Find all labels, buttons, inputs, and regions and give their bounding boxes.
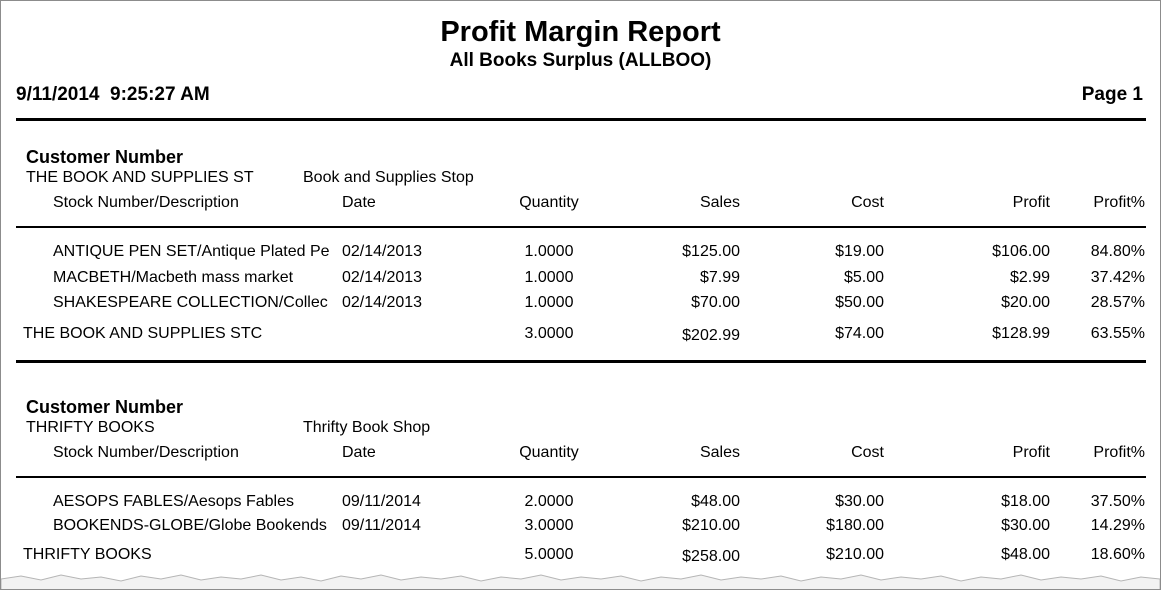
cell-description: MACBETH/Macbeth mass market bbox=[53, 268, 294, 286]
column-header: Sales bbox=[699, 194, 740, 211]
column-header: Cost bbox=[851, 444, 884, 461]
total-sales: $202.99 bbox=[682, 326, 740, 344]
total-sales: $258.00 bbox=[682, 548, 740, 565]
total-label: THE BOOK AND SUPPLIES STC bbox=[23, 324, 263, 342]
customer-id: THRIFTY BOOKS bbox=[26, 419, 155, 436]
column-header: Stock Number/Description bbox=[53, 194, 239, 211]
cell-cost: $50.00 bbox=[835, 294, 884, 311]
cell-profit: $2.99 bbox=[1009, 268, 1050, 286]
page-number: Page 1 bbox=[1081, 84, 1143, 105]
cell-description: BOOKENDS-GLOBE/Globe Bookends bbox=[53, 517, 327, 534]
column-header: Profit% bbox=[1093, 194, 1145, 211]
total-quantity: 5.0000 bbox=[524, 546, 574, 563]
customer-name: Book and Supplies Stop bbox=[303, 169, 474, 186]
header-rule bbox=[16, 118, 1146, 121]
cell-sales: $70.00 bbox=[691, 294, 740, 311]
column-rule bbox=[16, 476, 1146, 478]
cell-sales: $7.99 bbox=[699, 268, 740, 286]
cell-cost: $19.00 bbox=[835, 243, 884, 260]
column-header: Profit bbox=[1012, 444, 1050, 461]
cell-profit-percent: 37.50% bbox=[1090, 493, 1145, 510]
cell-description: AESOPS FABLES/Aesops Fables bbox=[53, 493, 295, 510]
cell-date: 09/11/2014 bbox=[342, 493, 421, 510]
cell-date: 02/14/2013 bbox=[342, 268, 423, 286]
total-profit: $128.99 bbox=[992, 324, 1050, 342]
cell-cost: $5.00 bbox=[843, 268, 884, 286]
cell-profit: $18.00 bbox=[1001, 493, 1050, 510]
cell-sales: $210.00 bbox=[682, 517, 740, 534]
section-rule bbox=[16, 360, 1146, 363]
cell-sales: $48.00 bbox=[691, 493, 740, 510]
report-date: 9/11/2014 9:25:27 AM bbox=[16, 84, 210, 105]
total-profit-percent: 18.60% bbox=[1090, 546, 1145, 563]
column-rule bbox=[16, 226, 1146, 228]
cell-quantity: 3.0000 bbox=[524, 517, 574, 534]
column-header: Date bbox=[342, 194, 376, 211]
total-profit: $48.00 bbox=[1001, 546, 1050, 563]
cell-profit-percent: 14.29% bbox=[1090, 517, 1145, 534]
cell-profit: $20.00 bbox=[1001, 294, 1050, 311]
column-header: Cost bbox=[851, 194, 884, 211]
customer-name: Thrifty Book Shop bbox=[303, 419, 431, 436]
torn-edge bbox=[1, 574, 1160, 589]
customer-id: THE BOOK AND SUPPLIES ST bbox=[26, 169, 254, 186]
cell-profit: $106.00 bbox=[992, 243, 1050, 260]
report-title: Profit Margin Report bbox=[440, 16, 721, 48]
group-label: Customer Number bbox=[26, 147, 184, 167]
column-header: Stock Number/Description bbox=[53, 444, 239, 461]
column-header: Sales bbox=[699, 444, 740, 461]
cell-profit-percent: 28.57% bbox=[1090, 294, 1145, 311]
cell-description: ANTIQUE PEN SET/Antique Plated Pe bbox=[53, 243, 330, 260]
cell-description: SHAKESPEARE COLLECTION/Collec bbox=[53, 294, 328, 311]
cell-cost: $180.00 bbox=[826, 517, 884, 534]
cell-profit-percent: 37.42% bbox=[1090, 268, 1145, 286]
total-quantity: 3.0000 bbox=[524, 324, 574, 342]
cell-profit: $30.00 bbox=[1001, 517, 1050, 534]
group-label: Customer Number bbox=[26, 397, 184, 417]
cell-cost: $30.00 bbox=[835, 493, 884, 510]
column-header: Quantity bbox=[519, 194, 579, 211]
cell-quantity: 1.0000 bbox=[524, 294, 574, 311]
column-header: Profit% bbox=[1093, 444, 1145, 461]
cell-date: 02/14/2013 bbox=[342, 243, 423, 260]
total-label: THRIFTY BOOKS bbox=[23, 546, 152, 563]
column-header: Date bbox=[342, 444, 376, 461]
cell-date: 02/14/2013 bbox=[342, 294, 423, 311]
column-header: Profit bbox=[1012, 194, 1050, 211]
total-cost: $74.00 bbox=[835, 324, 884, 342]
cell-sales: $125.00 bbox=[682, 243, 740, 260]
report-subtitle: All Books Surplus (ALLBOO) bbox=[449, 50, 712, 71]
total-profit-percent: 63.55% bbox=[1090, 324, 1145, 342]
cell-quantity: 1.0000 bbox=[524, 268, 574, 286]
cell-quantity: 2.0000 bbox=[524, 493, 574, 510]
cell-date: 09/11/2014 bbox=[342, 517, 421, 534]
cell-profit-percent: 84.80% bbox=[1090, 243, 1145, 260]
cell-quantity: 1.0000 bbox=[524, 243, 574, 260]
total-cost: $210.00 bbox=[826, 546, 884, 563]
column-header: Quantity bbox=[519, 444, 579, 461]
